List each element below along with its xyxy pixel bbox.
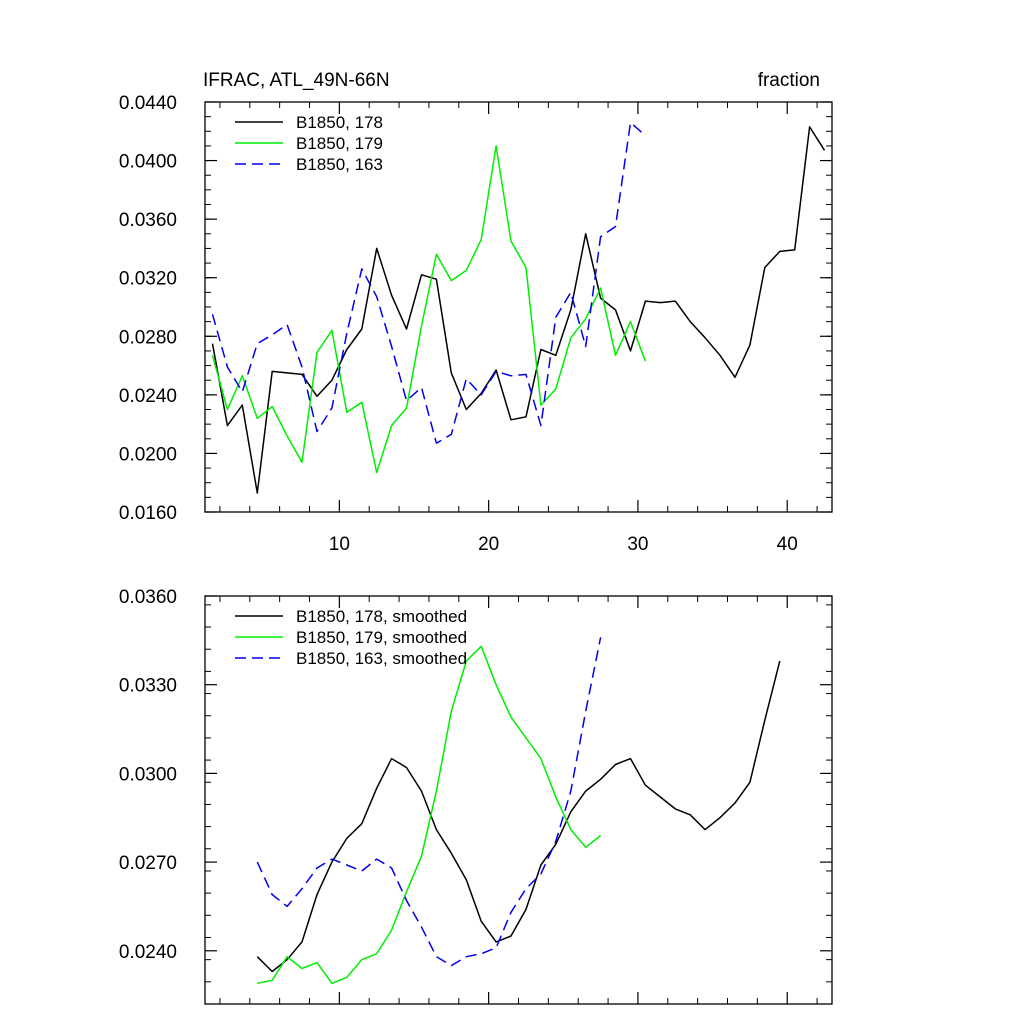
x-tick-label: 10 (329, 534, 350, 555)
legend-label-2: B1850, 179, smoothed (296, 628, 467, 647)
y-tick-label: 0.0280 (119, 327, 177, 348)
y-tick-label: 0.0360 (119, 210, 177, 231)
y-tick-label: 0.0240 (119, 386, 177, 407)
y-tick-label: 0.0320 (119, 269, 177, 290)
y-tick-label: 0.0330 (119, 676, 177, 697)
y-tick-label: 0.0270 (119, 853, 177, 874)
legend-label-1: B1850, 178, smoothed (296, 607, 467, 626)
panel-smoothed: 0.0240 0.0270 0.0300 0.0330 0.0360 B1850, 178… (119, 587, 833, 1005)
y-tick-label: 0.0300 (119, 764, 177, 785)
x-tick-label: 20 (478, 534, 499, 555)
y-tick-label: 0.0200 (119, 444, 177, 465)
y-tick-label: 0.0400 (119, 152, 177, 173)
legend-label-3: B1850, 163 (296, 155, 383, 174)
series-line-1 (256, 660, 781, 973)
series-line-1 (211, 126, 826, 494)
legend-label-3: B1850, 163, smoothed (296, 649, 467, 668)
series-line-2 (257, 645, 602, 985)
legend-label-1: B1850, 178 (296, 113, 383, 132)
y-tick-label: 0.0360 (119, 587, 177, 608)
y-tick-label: 0.0440 (119, 93, 177, 114)
y-tick-label: 0.0240 (119, 942, 177, 963)
units-label: fraction (758, 70, 820, 91)
x-tick-label: 40 (777, 534, 798, 555)
series-line-3 (256, 637, 602, 967)
legend-label-2: B1850, 179 (296, 134, 383, 153)
series-line-2 (211, 145, 647, 474)
series-line-3 (211, 121, 646, 444)
x-tick-label: 30 (627, 534, 648, 555)
chart-title: IFRAC, ATL_49N-66N (203, 70, 390, 91)
y-tick-label: 0.0160 (119, 503, 177, 524)
panel-raw: 10 20 30 40 0.0160 0.0200 0.0240 0.0280 0.0320 0.… (119, 93, 833, 555)
